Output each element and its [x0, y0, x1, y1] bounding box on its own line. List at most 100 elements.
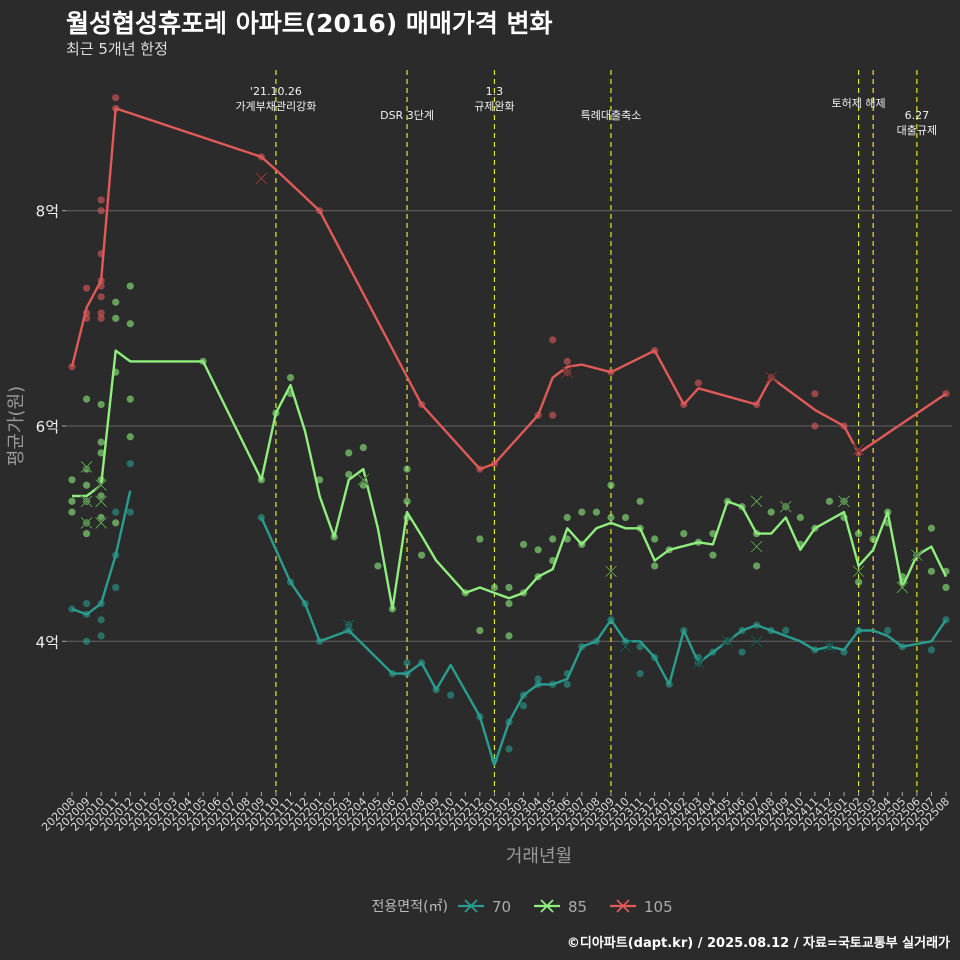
data-point — [519, 702, 528, 710]
data-point — [505, 600, 513, 608]
data-point — [82, 481, 91, 489]
cross-marker-highlight — [80, 517, 93, 529]
cross-marker-highlight — [80, 461, 93, 473]
data-point — [636, 497, 644, 505]
data-point — [97, 196, 105, 204]
data-point — [621, 513, 630, 522]
series-line — [260, 517, 947, 767]
x-axis-title: 거래년월 — [506, 846, 572, 867]
cross-marker-highlight — [357, 473, 370, 486]
data-point — [126, 320, 134, 328]
data-point — [549, 535, 557, 543]
legend-title: 전용면적(㎡) — [372, 899, 448, 915]
series-line — [72, 349, 948, 611]
chart-subtitle: 최근 5개년 한정 — [66, 40, 168, 58]
data-point — [534, 675, 542, 683]
data-point — [651, 535, 659, 543]
cross-marker-highlight — [721, 635, 734, 648]
cross-marker-highlight — [838, 495, 850, 508]
cross-marker-highlight — [619, 640, 632, 653]
data-point — [82, 284, 91, 292]
legend: 전용면적(㎡) 70 85 105 — [372, 898, 673, 916]
data-point — [563, 357, 571, 366]
data-point — [855, 578, 863, 586]
data-point — [563, 535, 571, 543]
event-label: 대출규제 — [897, 124, 937, 137]
data-point — [767, 508, 775, 516]
data-point — [359, 443, 367, 452]
data-point — [782, 626, 790, 635]
data-point — [97, 309, 105, 317]
cross-marker-highlight — [779, 500, 792, 513]
data-point — [927, 567, 936, 575]
data-point — [651, 562, 659, 570]
data-point — [884, 626, 892, 635]
cross-marker-highlight — [692, 656, 705, 669]
event-label: 가계부채관리강화 — [235, 100, 316, 113]
data-point — [869, 535, 877, 543]
data-point — [694, 379, 702, 387]
data-point — [505, 745, 513, 753]
cross-marker-highlight — [765, 371, 778, 384]
data-point — [403, 465, 411, 473]
data-point — [811, 422, 819, 430]
data-point — [97, 492, 105, 500]
cross-marker-highlight — [852, 565, 865, 578]
legend-label: 70 — [492, 898, 511, 916]
legend-key-cross — [616, 899, 630, 913]
data-point — [97, 438, 105, 446]
data-point — [549, 411, 557, 419]
data-point — [97, 616, 105, 624]
y-tick-label: 8억 — [36, 203, 59, 221]
data-point — [68, 508, 76, 516]
data-point — [607, 481, 615, 489]
data-point — [126, 395, 134, 403]
cross-marker-highlight — [750, 540, 763, 553]
data-point — [374, 562, 382, 570]
data-point — [112, 314, 120, 322]
data-point — [112, 508, 120, 516]
cross-marker-highlight — [605, 565, 617, 578]
data-point — [112, 519, 120, 527]
data-point — [97, 513, 105, 522]
data-point — [97, 293, 105, 301]
cross-marker-highlight — [95, 495, 107, 508]
data-point — [286, 373, 295, 382]
event-label: 토허제 해제 — [832, 96, 886, 110]
data-point — [345, 449, 353, 457]
data-point — [97, 632, 105, 640]
data-point — [942, 583, 950, 592]
y-axis-title: 평균가(원) — [6, 386, 27, 466]
data-point — [68, 476, 76, 484]
series-85 — [68, 282, 950, 640]
cross-marker-highlight — [750, 495, 763, 508]
data-point — [97, 207, 105, 215]
cross-marker-highlight — [823, 640, 836, 653]
data-point — [592, 508, 601, 516]
series-70 — [68, 460, 950, 767]
series-105 — [68, 94, 950, 473]
data-point — [476, 626, 484, 635]
data-point — [112, 298, 120, 306]
data-point — [403, 659, 411, 667]
legend-key-cross — [540, 899, 554, 913]
data-point — [563, 680, 571, 688]
legend-key-cross — [464, 899, 478, 913]
data-point — [126, 508, 134, 516]
data-point — [97, 449, 105, 457]
series-line — [70, 107, 947, 471]
data-point — [82, 637, 91, 645]
cross-marker-highlight — [911, 549, 923, 562]
cross-marker-highlight — [750, 635, 763, 648]
legend-label: 85 — [568, 898, 587, 916]
data-point — [316, 476, 324, 484]
cross-marker-highlight — [95, 479, 107, 492]
data-point — [82, 465, 91, 473]
event-label: 6.27 — [905, 109, 930, 122]
data-point — [68, 497, 76, 505]
data-point — [359, 481, 367, 489]
data-point — [126, 433, 134, 441]
data-point — [578, 508, 586, 516]
chart-title: 월성협성휴포레 아파트(2016) 매매가격 변화 — [66, 9, 553, 38]
event-label: '21.10.26 — [250, 85, 302, 98]
